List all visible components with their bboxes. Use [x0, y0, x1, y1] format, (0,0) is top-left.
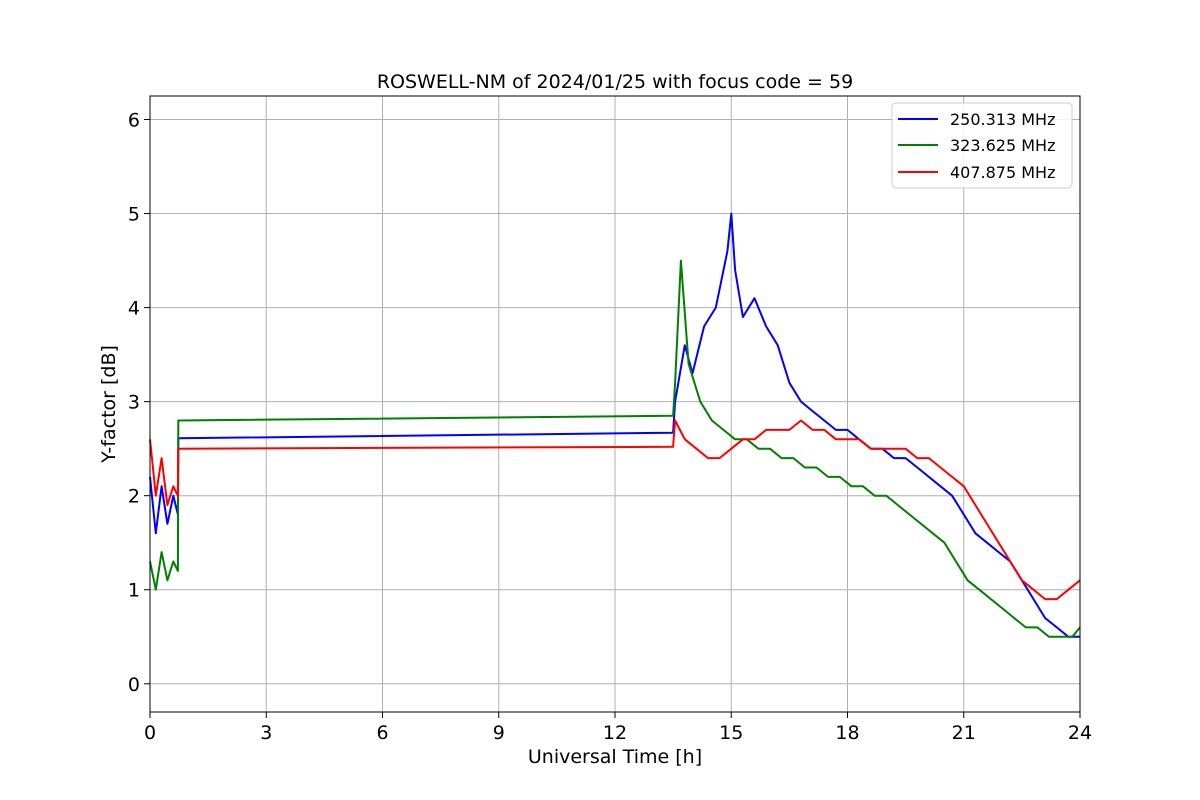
x-tick-label: 9: [493, 722, 505, 744]
x-tick-label: 0: [144, 722, 156, 744]
series-line-1: [149, 259, 1081, 638]
x-tick-label: 15: [719, 722, 743, 744]
legend: 250.313 MHz 323.625 MHz 407.875 MHz: [891, 102, 1073, 189]
x-tick-label: 24: [1068, 722, 1092, 744]
x-tick-label: 18: [835, 722, 859, 744]
chart-title: ROSWELL-NM of 2024/01/25 with focus code…: [377, 71, 853, 93]
legend-label-250: 250.313 MHz: [950, 110, 1055, 129]
legend-label-407: 407.875 MHz: [950, 163, 1055, 182]
legend-label-323: 323.625 MHz: [950, 136, 1055, 155]
x-tick-label: 6: [376, 722, 388, 744]
y-tick-label: 0: [128, 674, 140, 696]
series-line-2: [149, 419, 1081, 601]
y-tick-label: 4: [128, 298, 140, 320]
y-tick-label: 2: [128, 486, 140, 508]
y-tick-label: 5: [128, 204, 140, 226]
series-lines: [149, 212, 1081, 638]
y-axis-label: Y-factor [dB]: [98, 345, 120, 464]
x-tick-label: 3: [260, 722, 272, 744]
x-axis-label: Universal Time [h]: [528, 746, 702, 768]
legend-box: [891, 102, 1073, 189]
y-tick-label: 3: [128, 392, 140, 414]
x-tick-label: 12: [603, 722, 627, 744]
series-line-0: [149, 212, 1080, 638]
y-tick-label: 1: [128, 580, 140, 602]
x-tick-label: 21: [952, 722, 976, 744]
y-tick-label: 6: [128, 110, 140, 132]
